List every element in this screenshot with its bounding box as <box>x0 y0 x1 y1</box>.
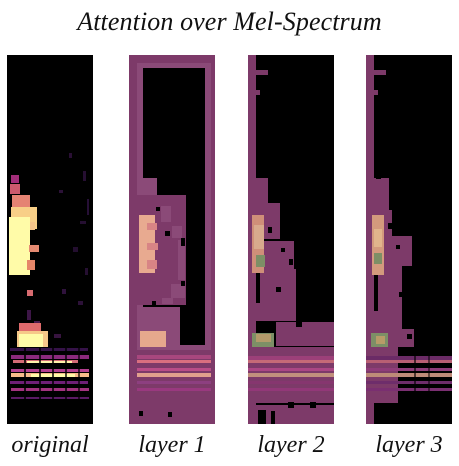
attention-layer-2-panel <box>248 55 334 424</box>
panel-label-original: original <box>11 432 89 458</box>
attention-layer-1-image <box>129 55 215 424</box>
panel-label-layer-3: layer 3 <box>375 432 443 458</box>
spectrogram-original-panel <box>7 55 93 424</box>
attention-layer-3-panel <box>366 55 452 424</box>
figure-title: Attention over Mel-Spectrum <box>77 7 382 36</box>
attention-layer-3-image <box>366 55 452 424</box>
panel-label-layer-2: layer 2 <box>257 432 325 458</box>
panel-label-layer-1: layer 1 <box>138 432 206 458</box>
spectrogram-original-image <box>7 55 93 424</box>
attention-layer-2-image <box>248 55 334 424</box>
attention-layer-1-panel <box>129 55 215 424</box>
